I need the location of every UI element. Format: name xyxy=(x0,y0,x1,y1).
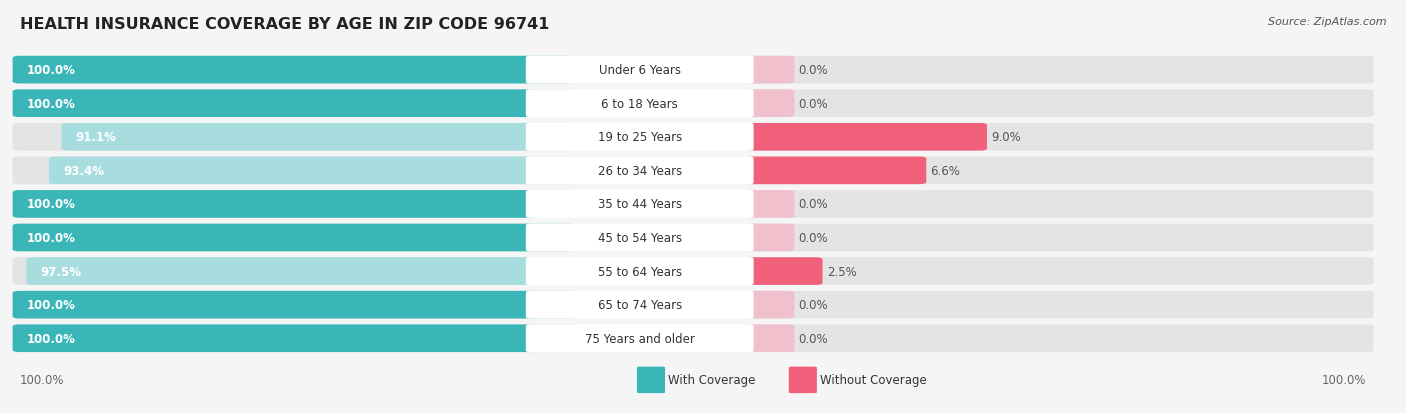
Text: 65 to 74 Years: 65 to 74 Years xyxy=(598,299,682,311)
Text: Without Coverage: Without Coverage xyxy=(820,373,927,387)
Text: Source: ZipAtlas.com: Source: ZipAtlas.com xyxy=(1268,17,1386,26)
Text: 100.0%: 100.0% xyxy=(27,332,76,345)
Text: 100.0%: 100.0% xyxy=(27,97,76,110)
Text: 2.5%: 2.5% xyxy=(827,265,856,278)
Text: 35 to 44 Years: 35 to 44 Years xyxy=(598,198,682,211)
Text: 0.0%: 0.0% xyxy=(799,299,828,311)
Text: 100.0%: 100.0% xyxy=(27,231,76,244)
Text: 100.0%: 100.0% xyxy=(27,299,76,311)
Text: 6 to 18 Years: 6 to 18 Years xyxy=(602,97,678,110)
Text: With Coverage: With Coverage xyxy=(668,373,755,387)
Text: 91.1%: 91.1% xyxy=(76,131,117,144)
Text: 97.5%: 97.5% xyxy=(41,265,82,278)
Text: 93.4%: 93.4% xyxy=(63,164,104,178)
Text: Under 6 Years: Under 6 Years xyxy=(599,64,681,77)
Text: 0.0%: 0.0% xyxy=(799,198,828,211)
Text: 55 to 64 Years: 55 to 64 Years xyxy=(598,265,682,278)
Text: 19 to 25 Years: 19 to 25 Years xyxy=(598,131,682,144)
Text: 6.6%: 6.6% xyxy=(931,164,960,178)
Text: 100.0%: 100.0% xyxy=(1322,373,1367,387)
Text: HEALTH INSURANCE COVERAGE BY AGE IN ZIP CODE 96741: HEALTH INSURANCE COVERAGE BY AGE IN ZIP … xyxy=(20,17,550,31)
Text: 100.0%: 100.0% xyxy=(27,198,76,211)
Text: 75 Years and older: 75 Years and older xyxy=(585,332,695,345)
Text: 0.0%: 0.0% xyxy=(799,231,828,244)
Text: 100.0%: 100.0% xyxy=(20,373,65,387)
Text: 0.0%: 0.0% xyxy=(799,64,828,77)
Text: 45 to 54 Years: 45 to 54 Years xyxy=(598,231,682,244)
Text: 100.0%: 100.0% xyxy=(27,64,76,77)
Text: 9.0%: 9.0% xyxy=(991,131,1021,144)
Text: 0.0%: 0.0% xyxy=(799,97,828,110)
Text: 0.0%: 0.0% xyxy=(799,332,828,345)
Text: 26 to 34 Years: 26 to 34 Years xyxy=(598,164,682,178)
